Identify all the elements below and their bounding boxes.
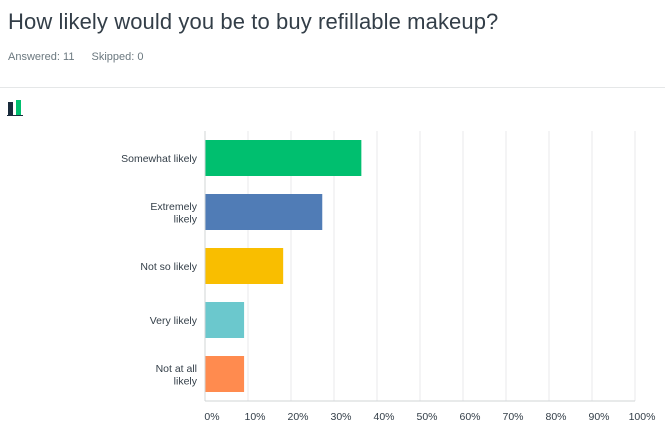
x-tick-label: 60% [459,411,480,423]
bar-chart-icon[interactable] [7,99,23,116]
x-tick-label: 70% [502,411,523,423]
bar[interactable] [205,302,245,338]
category-label: Not so likely [140,261,197,273]
x-tick-label: 40% [373,411,394,423]
category-label: likely [174,375,198,387]
skipped-count: Skipped: 0 [91,51,144,63]
chart-x-ticks: 0% 10% 20% 30% 40% 50% 60% 70% 80% 90% 100% [204,411,655,423]
x-tick-label: 0% [204,411,219,423]
x-tick-label: 20% [287,411,308,423]
bar[interactable] [205,356,245,392]
answered-count: Answered: 11 [8,51,75,63]
x-tick-label: 90% [588,411,609,423]
category-label: Extremely [150,201,197,213]
chart-gridlines [204,131,636,402]
category-label: likely [174,213,198,225]
x-tick-label: 100% [629,411,656,423]
header-divider [0,87,665,88]
bar[interactable] [205,194,323,230]
bar[interactable] [205,140,362,176]
category-label: Very likely [150,315,198,327]
x-tick-label: 10% [244,411,265,423]
question-title: How likely would you be to buy refillabl… [8,9,499,34]
category-label: Somewhat likely [121,153,198,165]
bar[interactable] [205,248,284,284]
x-tick-label: 30% [330,411,351,423]
response-stats: Answered: 11 Skipped: 0 [8,51,144,63]
category-label: Not at all [156,363,197,375]
x-tick-label: 80% [545,411,566,423]
x-tick-label: 50% [416,411,437,423]
bar-chart-icon-graphic [7,99,23,116]
chart-bars [205,140,362,392]
